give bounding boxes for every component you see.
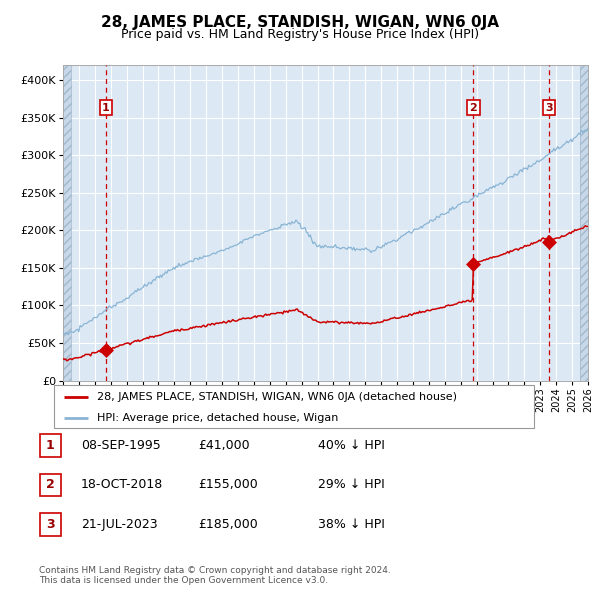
Text: 28, JAMES PLACE, STANDISH, WIGAN, WN6 0JA: 28, JAMES PLACE, STANDISH, WIGAN, WN6 0J… [101, 15, 499, 30]
Text: 21-JUL-2023: 21-JUL-2023 [81, 518, 158, 531]
Text: 29% ↓ HPI: 29% ↓ HPI [318, 478, 385, 491]
Text: 3: 3 [46, 518, 55, 531]
Text: 1: 1 [102, 103, 110, 113]
Text: 2: 2 [470, 103, 478, 113]
Text: 1: 1 [46, 439, 55, 452]
Text: £185,000: £185,000 [198, 518, 258, 531]
Text: 18-OCT-2018: 18-OCT-2018 [81, 478, 163, 491]
Text: 38% ↓ HPI: 38% ↓ HPI [318, 518, 385, 531]
Text: 3: 3 [545, 103, 553, 113]
Text: Contains HM Land Registry data © Crown copyright and database right 2024.
This d: Contains HM Land Registry data © Crown c… [39, 566, 391, 585]
Text: 08-SEP-1995: 08-SEP-1995 [81, 439, 161, 452]
Text: £155,000: £155,000 [198, 478, 258, 491]
Text: Price paid vs. HM Land Registry's House Price Index (HPI): Price paid vs. HM Land Registry's House … [121, 28, 479, 41]
Bar [580, 65, 588, 381]
Bar [580, 65, 588, 381]
Text: 2: 2 [46, 478, 55, 491]
Text: 28, JAMES PLACE, STANDISH, WIGAN, WN6 0JA (detached house): 28, JAMES PLACE, STANDISH, WIGAN, WN6 0J… [97, 392, 457, 402]
Bar [63, 65, 71, 381]
Text: 40% ↓ HPI: 40% ↓ HPI [318, 439, 385, 452]
Text: HPI: Average price, detached house, Wigan: HPI: Average price, detached house, Wiga… [97, 413, 338, 423]
Text: £41,000: £41,000 [198, 439, 250, 452]
Bar [63, 65, 71, 381]
